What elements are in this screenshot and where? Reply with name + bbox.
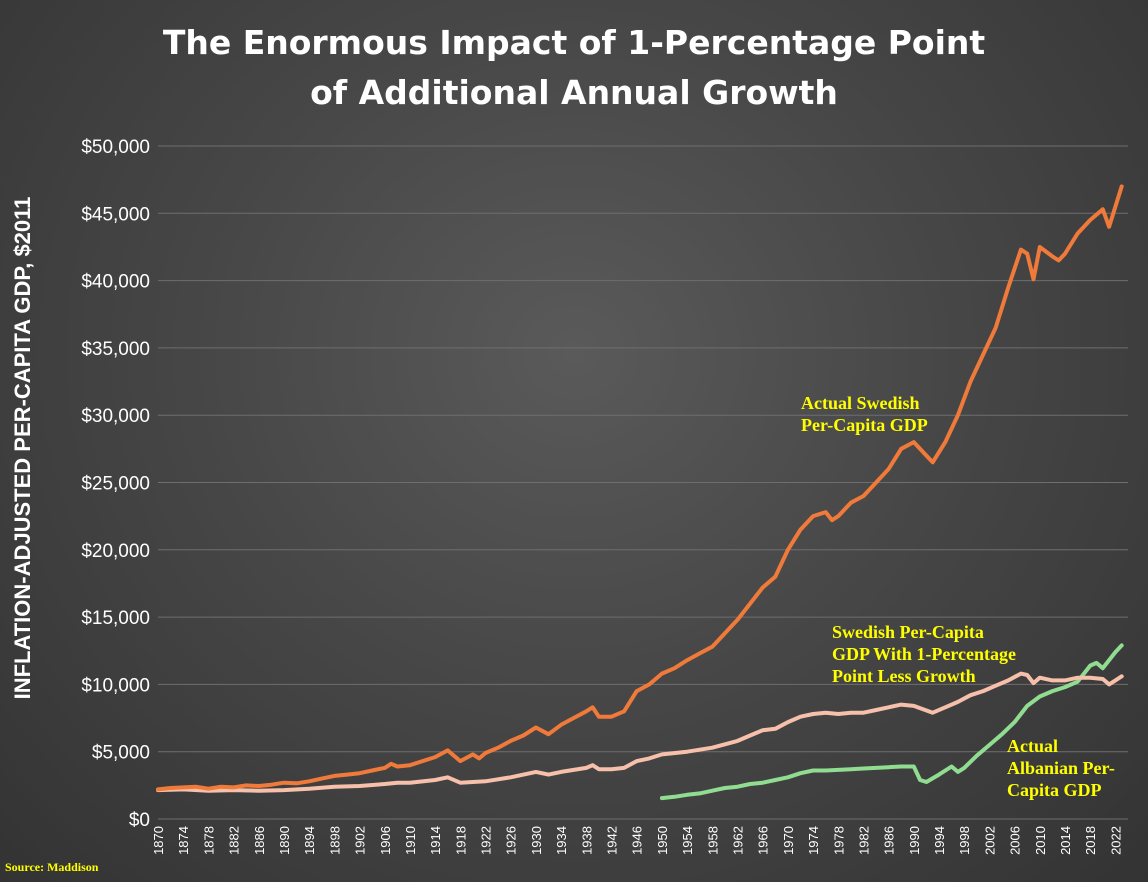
x-tick-label: 1886 (252, 826, 267, 855)
y-tick-label: $30,000 (81, 406, 150, 427)
x-tick-label: 2006 (1008, 826, 1023, 855)
chart-title: The Enormous Impact of 1-Percentage Poin… (163, 23, 986, 112)
y-axis-ticks: $0 $5,000 $10,000 $15,000 $20,000 $25,000 $30,… (81, 137, 150, 831)
chart-title-line-2: of Additional Annual Growth (310, 73, 838, 112)
y-tick-label: $40,000 (81, 272, 150, 293)
annotation-line: Actual (1007, 736, 1058, 756)
line-swedish-actual (156, 184, 1124, 792)
x-tick-label: 1894 (302, 826, 317, 855)
x-tick-label: 2018 (1083, 826, 1098, 855)
y-tick-label: $0 (129, 810, 150, 831)
x-tick-label: 1966 (756, 826, 771, 855)
y-tick-label: $20,000 (81, 541, 150, 562)
x-tick-label: 1918 (453, 826, 468, 855)
x-tick-label: 2002 (982, 826, 997, 855)
x-tick-label: 1946 (630, 826, 645, 855)
x-tick-label: 1970 (781, 826, 796, 855)
y-axis-label: INFLATION-ADJUSTED PER-CAPITA GDP, $2011 (10, 197, 35, 700)
x-tick-label: 1882 (227, 826, 242, 855)
x-tick-label: 1926 (504, 826, 519, 855)
y-tick-label: $5,000 (92, 743, 150, 764)
x-tick-label: 1958 (705, 826, 720, 855)
y-tick-label: $10,000 (81, 675, 150, 696)
annotation-line: Albanian Per- (1007, 758, 1115, 778)
x-tick-label: 1954 (680, 826, 695, 855)
x-tick-label: 1962 (730, 826, 745, 855)
series-lines (156, 184, 1124, 801)
x-tick-label: 1878 (201, 826, 216, 855)
y-tick-label: $35,000 (81, 339, 150, 360)
x-tick-label: 1898 (327, 826, 342, 855)
x-tick-label: 1934 (554, 826, 569, 855)
x-tick-label: 2014 (1058, 826, 1073, 855)
x-tick-label: 2010 (1033, 826, 1048, 855)
annotation-line: Swedish Per-Capita (832, 622, 984, 642)
line-albanian-actual (659, 643, 1124, 801)
annotation-line: Actual Swedish (801, 393, 920, 413)
x-tick-label: 1998 (957, 826, 972, 855)
x-tick-label: 1942 (605, 826, 620, 855)
chart-title-line-1: The Enormous Impact of 1-Percentage Poin… (163, 23, 986, 62)
x-tick-label: 1906 (378, 826, 393, 855)
x-tick-label: 1990 (907, 826, 922, 855)
x-tick-label: 1994 (932, 826, 947, 855)
annotation-line: Per-Capita GDP (801, 415, 928, 435)
x-tick-label: 1870 (151, 826, 166, 855)
x-tick-label: 1982 (856, 826, 871, 855)
x-tick-label: 1890 (277, 826, 292, 855)
x-axis-ticks: 1870 1874 1878 1882 1886 1890 1894 1898 1902 1906… (151, 826, 1123, 855)
x-tick-label: 1950 (655, 826, 670, 855)
x-tick-label: 1910 (403, 826, 418, 855)
source-note: Source: Maddison (5, 860, 99, 874)
gridlines (158, 145, 1128, 820)
x-tick-label: 1902 (353, 826, 368, 855)
y-tick-label: $50,000 (81, 137, 150, 158)
x-tick-label: 1974 (806, 826, 821, 855)
y-tick-label: $25,000 (81, 474, 150, 495)
x-tick-label: 1874 (176, 826, 191, 855)
x-tick-label: 1922 (479, 826, 494, 855)
x-tick-label: 2022 (1108, 826, 1123, 855)
x-tick-label: 1930 (529, 826, 544, 855)
y-tick-label: $45,000 (81, 204, 150, 225)
x-tick-label: 1978 (831, 826, 846, 855)
annotation-line: GDP With 1-Percentage (832, 644, 1016, 664)
x-tick-label: 1938 (579, 826, 594, 855)
annotation-line: Point Less Growth (832, 666, 976, 686)
annotation-line: Capita GDP (1007, 780, 1102, 800)
x-tick-label: 1986 (882, 826, 897, 855)
x-tick-label: 1914 (428, 826, 443, 855)
y-tick-label: $15,000 (81, 608, 150, 629)
line-swedish-less-growth (156, 671, 1124, 793)
